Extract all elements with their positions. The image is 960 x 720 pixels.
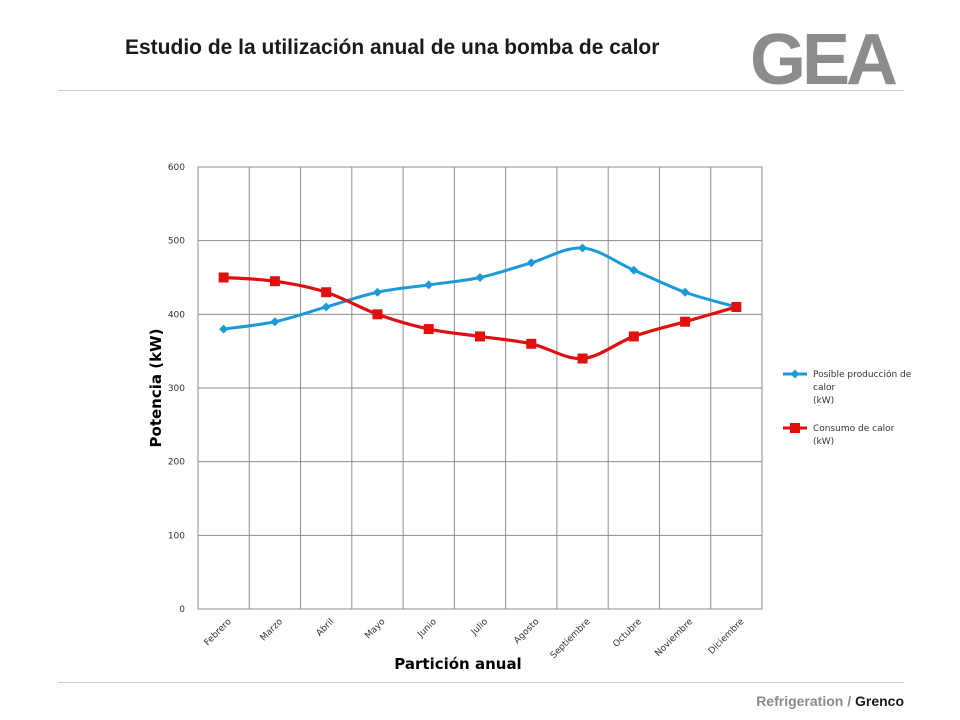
series-1-point: [680, 287, 690, 297]
x-tick-label: Marzo: [259, 617, 286, 644]
x-tick-label: Julio: [469, 617, 490, 638]
x-tick-label: Noviembre: [653, 617, 695, 659]
header-divider: [58, 90, 904, 91]
series-2-point: [269, 276, 280, 287]
x-tick-label: Agosto: [512, 617, 541, 646]
series-2-point: [423, 324, 434, 335]
x-tick-label: Febrero: [203, 617, 234, 648]
y-tick-label: 500: [168, 237, 185, 247]
series-2-point: [526, 338, 537, 349]
x-tick-label: Abril: [315, 617, 337, 639]
x-tick-label: Septiembre: [549, 617, 593, 661]
series-2-point: [475, 331, 485, 342]
y-tick-label: 0: [179, 605, 185, 615]
legend-label-2: Consumo de calor: [813, 424, 895, 434]
series-2-point: [321, 287, 332, 298]
series-2-point: [731, 301, 742, 312]
series-2-point: [372, 309, 383, 320]
series-1-point: [424, 280, 434, 290]
y-tick-label: 300: [168, 384, 185, 394]
series-1-point: [321, 302, 331, 312]
series-1-point: [526, 258, 536, 268]
y-tick-label: 600: [168, 163, 185, 173]
series-1-point: [219, 324, 229, 334]
series-1-point: [372, 287, 382, 297]
x-tick-label: Octubre: [611, 617, 644, 650]
y-tick-label: 200: [168, 458, 185, 468]
legend-label-2: (kW): [813, 437, 834, 447]
footer: Refrigeration / Grenco: [756, 693, 904, 709]
gea-logo: GEA: [750, 20, 920, 100]
series-1-point: [475, 273, 485, 282]
series-2-point: [680, 316, 691, 327]
y-axis-title: Potencia (kW): [147, 329, 165, 448]
series-1-point: [629, 265, 639, 275]
x-tick-label: Diciembre: [707, 617, 747, 657]
x-axis-title: Partición anual: [394, 655, 521, 673]
series-1-point: [578, 243, 588, 253]
series-1-point: [270, 317, 280, 327]
footer-org: Grenco: [854, 693, 904, 709]
series-2-point: [628, 331, 639, 342]
legend-label-1: (kW): [813, 396, 834, 406]
series-2-point: [577, 353, 588, 364]
legend-swatch-marker-1: [790, 369, 800, 379]
gea-logo-icon: GEA: [750, 20, 901, 100]
x-tick-label: Mayo: [363, 617, 387, 641]
y-tick-label: 100: [168, 531, 185, 541]
footer-division: Refrigeration: [756, 693, 844, 709]
footer-separator: /: [847, 693, 852, 709]
legend-label-1: Posible producción de: [813, 369, 912, 380]
legend-swatch-marker-2: [790, 423, 800, 433]
x-tick-label: Junio: [415, 617, 439, 641]
logo-text: GEA: [750, 26, 897, 90]
legend-label-1: calor: [813, 383, 835, 393]
footer-divider: [58, 682, 904, 683]
series-2-point: [218, 272, 229, 283]
y-tick-label: 400: [168, 310, 185, 320]
page-title: Estudio de la utilización anual de una b…: [125, 36, 660, 59]
